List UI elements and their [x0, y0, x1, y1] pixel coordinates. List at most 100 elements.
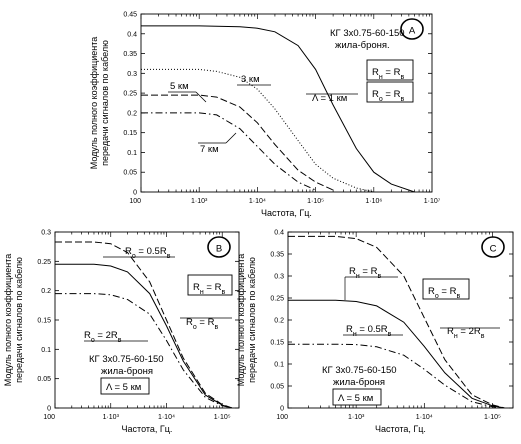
y-tick-label: 0.25 [37, 259, 51, 266]
series-label-7km-leader2 [225, 132, 237, 144]
y-tick-label: 0.2 [274, 318, 284, 325]
x-tick-label: 1·10³ [191, 198, 208, 205]
y-tick-label: 0.25 [123, 91, 137, 98]
rn-equals-rv: Rн = Rв [372, 67, 404, 81]
length-box [332, 388, 382, 406]
panel-letter: B [216, 244, 222, 255]
series-line-dashdot [55, 293, 233, 408]
x-tick-label: 1·10⁵ [307, 198, 324, 205]
series-label-rn-2rv: Rн = 2Rв [447, 326, 485, 340]
x-axis-label: Частота, Гц. [375, 424, 426, 434]
series-line-solid [55, 263, 233, 408]
text-part: = 0.5R [136, 246, 167, 257]
x-tick-label: 1·10⁶ [365, 198, 382, 205]
series-label-ro-05rv: Ro = 0.5Rв [125, 246, 171, 260]
series-line-dashed [288, 235, 505, 408]
length-label: Λ = 5 км [106, 382, 141, 393]
rn-equals-rv-box [187, 274, 233, 296]
subscript: в [221, 289, 225, 296]
ro-equals-rv: Ro = Rв [372, 89, 404, 103]
y-tick-label: 0.15 [123, 130, 137, 137]
text-part: = R [360, 266, 378, 277]
y-tick-label: 0 [133, 190, 137, 197]
subscript: в [388, 331, 392, 338]
x-tick-label: 1·10⁴ [158, 414, 175, 421]
chart-panel-b: 0 0.05 0.1 0.15 0.2 0.25 0.3 100 1·10³ 1·10⁴ 1·10⁵… [3, 230, 240, 434]
cable-label: КГ 3х0.75-60-150 [322, 365, 397, 376]
y-axis-label-line1: Модуль полного коэффициента [89, 37, 99, 170]
y-tick-label: 0.15 [37, 318, 51, 325]
y-tick-label: 0.1 [41, 347, 51, 354]
panel-letter: C [490, 244, 497, 255]
text-part: = 0.5R [357, 324, 388, 335]
text-part: R [428, 286, 435, 297]
length-box [100, 377, 150, 395]
text-part: = R [197, 317, 215, 328]
y-tick-label: 0.2 [41, 288, 51, 295]
x-tick-label: 100 [276, 414, 288, 421]
y-axis-label-line2: передачи сигналов по кабелю [100, 40, 110, 166]
text-part: R [447, 326, 454, 337]
x-tick-label: 1·10⁵ [214, 414, 231, 421]
subscript: в [481, 333, 485, 340]
y-axis-label-line1: Модуль полного коэффициента [236, 254, 246, 387]
x-axis-label: Частота, Гц. [261, 208, 312, 218]
chart-panel-a: 0 0.05 0.1 0.15 0.2 0.25 0.3 0.35 0.4 0.45 100 1·10… [89, 12, 441, 219]
y-tick-label: 0.1 [274, 362, 284, 369]
series-line-dashed [141, 94, 334, 191]
x-tick-label: 1·10⁵ [484, 414, 501, 421]
y-axis-label-line2: передачи сигналов по кабелю [247, 257, 257, 383]
y-tick-label: 0.3 [41, 230, 51, 237]
text-part: = 2R [95, 330, 118, 341]
panel-letter: A [409, 26, 416, 37]
text-part: R [186, 317, 193, 328]
series-label-ro-rv: Ro = Rв [186, 317, 218, 331]
subscript: в [118, 337, 122, 344]
series-label-rn-rv: Rн = Rв [349, 266, 381, 280]
subscript: в [214, 324, 218, 331]
x-tick-label: 1·10³ [348, 414, 365, 421]
x-tick-label: 100 [43, 414, 55, 421]
y-tick-label: 0 [280, 406, 284, 413]
y-tick-label: 0.05 [123, 170, 137, 177]
y-tick-label: 0.05 [270, 384, 284, 391]
series-label-3km: 3 км [241, 74, 260, 85]
text-part: = R [439, 286, 457, 297]
series-label-5km-leader2 [195, 91, 207, 103]
plot-frame [140, 13, 433, 193]
text-part: R [349, 266, 356, 277]
text-part: = R [204, 282, 222, 293]
subscript: н [454, 333, 458, 340]
subscript: н [379, 74, 383, 81]
cable-label: КГ 3х0.75-60-150 [330, 28, 405, 39]
y-tick-label: 0.35 [270, 252, 284, 259]
subscript: o [193, 324, 197, 331]
y-axis-label-line1: Модуль полного коэффициента [3, 254, 13, 387]
x-tick-label: 1·10⁴ [416, 414, 433, 421]
y-tick-label: 0.3 [127, 71, 137, 78]
x-tick-label: 1·10⁷ [424, 198, 441, 205]
ro-equals-rv-box [422, 278, 470, 300]
y-tick-label: 0.35 [123, 51, 137, 58]
x-axis-label: Частота, Гц. [122, 424, 173, 434]
y-axis-label-line2: передачи сигналов по кабелю [14, 257, 24, 383]
cable-label-line2: жила-броня [101, 366, 153, 377]
subscript: н [353, 331, 357, 338]
chart-panel-c: 0 0.05 0.1 0.15 0.2 0.25 0.3 0.35 0.4 100 1·10³ 1·1… [236, 230, 514, 434]
length-label: Λ = 5 км [338, 393, 373, 404]
ro-equals-rv-box [366, 81, 414, 103]
panel-letter-badge [207, 236, 231, 258]
text-part: R [125, 246, 132, 257]
series-line-dashdot [141, 112, 316, 191]
series-line-solid [288, 299, 505, 408]
cable-label-line2: жила-броня [333, 377, 385, 388]
text-part: = R [383, 67, 401, 78]
subscript: в [377, 273, 381, 280]
series-label-5km: 5 км [170, 81, 189, 92]
rn-equals-rv-box [366, 59, 414, 81]
y-tick-label: 0.15 [270, 340, 284, 347]
subscript: в [456, 293, 460, 300]
y-tick-label: 0.45 [123, 12, 137, 19]
subscript: o [379, 96, 383, 103]
